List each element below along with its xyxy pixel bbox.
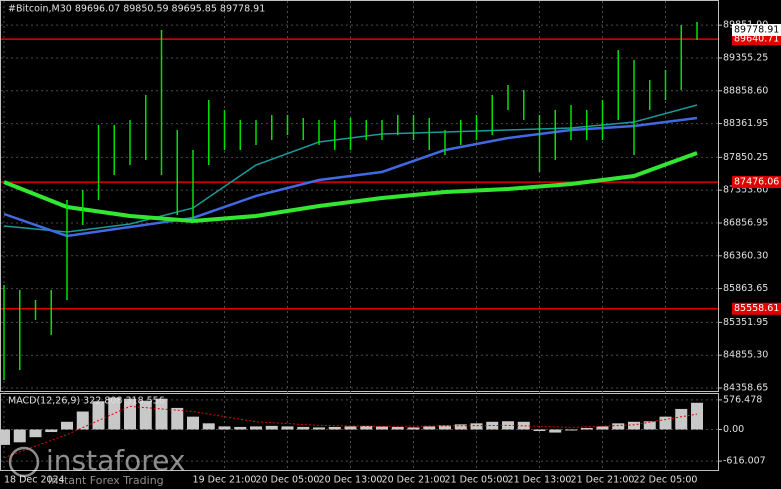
histogram-bar (407, 427, 420, 430)
y-tick-label: 0.00 (723, 424, 744, 435)
histogram-bar (628, 421, 640, 430)
histogram-bar (297, 426, 310, 430)
level-label: 85558.61 (734, 303, 779, 314)
histogram-bar (486, 421, 499, 430)
histogram-bar (218, 426, 231, 430)
histogram-bar (76, 411, 89, 430)
histogram-bar (612, 423, 625, 430)
last-price-label: 89778.91 (734, 24, 779, 35)
histogram-bar (29, 429, 42, 438)
histogram-bar (61, 421, 73, 430)
histogram-bar (391, 426, 404, 430)
watermark-text: instaforex (46, 444, 185, 477)
x-tick-label: 21 Dec 21:00 (571, 475, 635, 486)
histogram-bar (502, 421, 514, 430)
histogram-bar (376, 426, 388, 430)
y-tick-label: -616.007 (723, 456, 766, 467)
histogram-bar (439, 425, 451, 430)
histogram-bar (265, 425, 278, 430)
histogram-bar (0, 429, 10, 445)
x-tick-label: 22 Dec 05:00 (634, 475, 698, 486)
level-tag (732, 33, 781, 46)
histogram-bar (13, 429, 26, 443)
histogram-bar (517, 421, 530, 430)
histogram-bar (187, 416, 199, 430)
histogram-bar (234, 426, 247, 430)
histogram-bar (580, 427, 593, 430)
y-tick-label: 88858.60 (723, 85, 768, 96)
histogram-bar (108, 397, 121, 430)
histogram-bar (423, 426, 436, 430)
y-tick-label: 84855.30 (723, 350, 768, 361)
histogram-bar (470, 423, 483, 430)
level-tag (732, 302, 781, 315)
x-tick-label: 18 Dec 2024 (4, 475, 65, 486)
x-tick-label: 21 Dec 13:00 (508, 475, 572, 486)
histogram-bar (549, 429, 562, 433)
histogram-bar (454, 424, 467, 430)
histogram-bar (313, 427, 325, 430)
x-tick-label: 20 Dec 05:00 (256, 475, 320, 486)
last-price-tag (732, 23, 781, 36)
histogram-bar (328, 426, 341, 430)
y-tick-label: 87850.25 (723, 152, 768, 163)
watermark-logo (8, 446, 40, 478)
y-tick-label: 86856.95 (723, 217, 768, 228)
moving-average (3, 151, 698, 224)
x-tick-label: 20 Dec 13:00 (319, 475, 383, 486)
y-tick-label: 85351.95 (723, 317, 768, 328)
level-label: 87476.06 (734, 177, 779, 188)
watermark: instaforex Instant Forex Trading (8, 444, 185, 487)
chart-title: #Bitcoin,M30 89696.07 89850.59 89695.85 … (8, 4, 265, 15)
histogram-bar (281, 426, 294, 430)
histogram-bar (171, 407, 184, 430)
y-tick-label: 85863.65 (723, 283, 768, 294)
x-tick-label: 21 Dec 05:00 (445, 475, 509, 486)
histogram-bar (202, 423, 215, 430)
histogram-bar (691, 402, 703, 430)
y-tick-label: 87353.60 (723, 185, 768, 196)
histogram-bar (659, 416, 672, 430)
y-tick-label: 88361.95 (723, 118, 768, 129)
histogram-bar (124, 398, 136, 430)
histogram-bar (250, 426, 262, 430)
histogram-bar (565, 429, 577, 431)
level-tag (732, 176, 781, 189)
macd-title: MACD(12,26,9) 322.808 318.556 (8, 396, 165, 407)
histogram-bar (533, 429, 546, 432)
y-tick-label: 89355.25 (723, 52, 768, 63)
level-label: 89640.71 (734, 34, 779, 45)
histogram-bar (155, 398, 168, 430)
signal-line (3, 405, 698, 459)
y-tick-label: 84358.65 (723, 382, 768, 393)
price-frame (0, 0, 719, 392)
histogram-bar (344, 426, 357, 430)
y-tick-label: 576.478 (723, 394, 762, 405)
histogram-bar (675, 408, 688, 430)
histogram-bar (643, 421, 656, 430)
histogram-bar (45, 429, 58, 433)
histogram-bar (360, 425, 373, 430)
x-tick-label: 20 Dec 21:00 (382, 475, 446, 486)
histogram-bar (92, 401, 105, 430)
watermark-subtext: Instant Forex Trading (48, 474, 164, 487)
y-tick-label: 86360.30 (723, 250, 768, 261)
histogram-bar (596, 426, 609, 430)
x-tick-label: 19 Dec 21:00 (193, 475, 257, 486)
moving-average (3, 116, 698, 238)
